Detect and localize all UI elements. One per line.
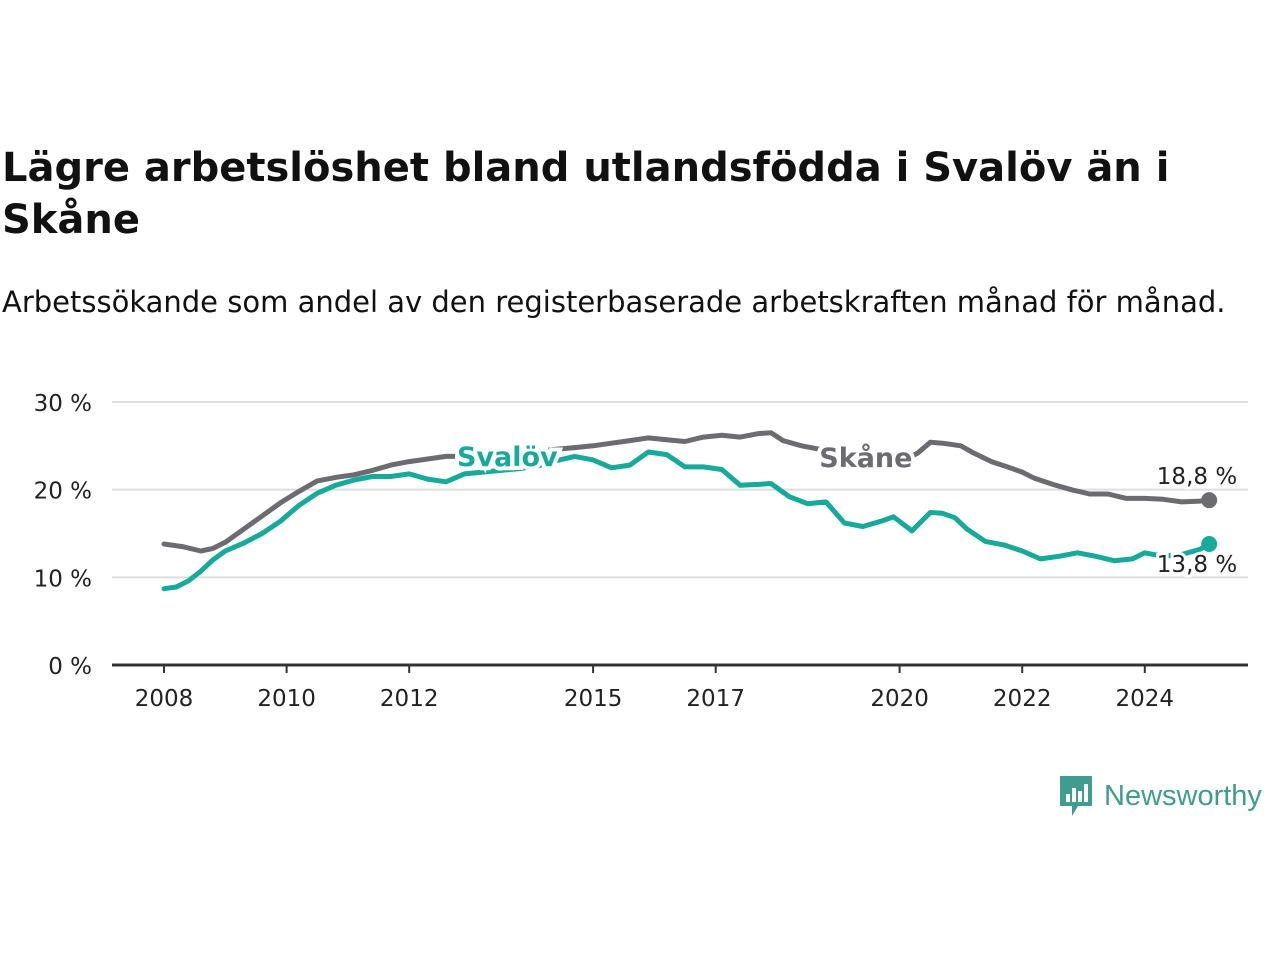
end-value-label: 13,8 % [1157,552,1237,578]
x-tick-label: 2022 [993,686,1052,712]
x-tick-label: 2008 [135,686,194,712]
newsworthy-logo-icon [1060,776,1092,816]
y-axis: 0 % 10 % 20 % 30 % [34,391,92,680]
x-tick-label: 2020 [870,686,929,712]
series-name-label: Svalöv [457,442,558,473]
y-tick-label: 0 % [48,654,92,680]
x-tick-label: 2015 [564,686,623,712]
x-tick-label: 2012 [380,686,439,712]
series-name-label: Skåne [819,442,912,474]
end-value-label: 18,8 % [1157,464,1237,490]
x-tick-label: 2024 [1116,686,1175,712]
x-tick-label: 2010 [257,686,316,712]
x-tick-label: 2017 [686,686,745,712]
y-tick-label: 30 % [34,391,92,417]
series-line-0 [161,430,1212,554]
chart-title: Lägre arbetslöshet bland utlandsfödda i … [2,145,1170,243]
y-tick-label: 20 % [34,479,92,505]
chart-subtitle: Arbetssökande som andel av den registerb… [2,285,1226,319]
brand-name: Newsworthy [1104,779,1262,812]
series-labels: Svalöv Skåne 18,8 % 13,8 % [453,438,1240,581]
y-tick-label: 10 % [34,566,92,592]
newsworthy-logo[interactable]: Newsworthy [1058,774,1262,818]
series-line-1 [161,449,1212,592]
end-point-0 [1201,492,1218,509]
series-lines [161,430,1218,592]
x-axis: 2008 2010 2012 2015 2017 2020 2022 2024 [112,663,1248,712]
end-point-1 [1201,536,1218,553]
